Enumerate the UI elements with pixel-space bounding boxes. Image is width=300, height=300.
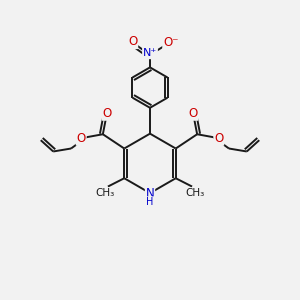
Text: N⁺: N⁺ — [143, 48, 157, 59]
Text: O: O — [214, 132, 224, 145]
Text: CH₃: CH₃ — [185, 188, 205, 198]
Text: O: O — [128, 35, 137, 48]
Text: H: H — [146, 197, 154, 207]
Text: O⁻: O⁻ — [163, 36, 178, 49]
Text: O: O — [76, 132, 86, 145]
Text: CH₃: CH₃ — [95, 188, 115, 198]
Text: O: O — [188, 107, 198, 120]
Text: N: N — [146, 187, 154, 200]
Text: O: O — [102, 107, 112, 120]
